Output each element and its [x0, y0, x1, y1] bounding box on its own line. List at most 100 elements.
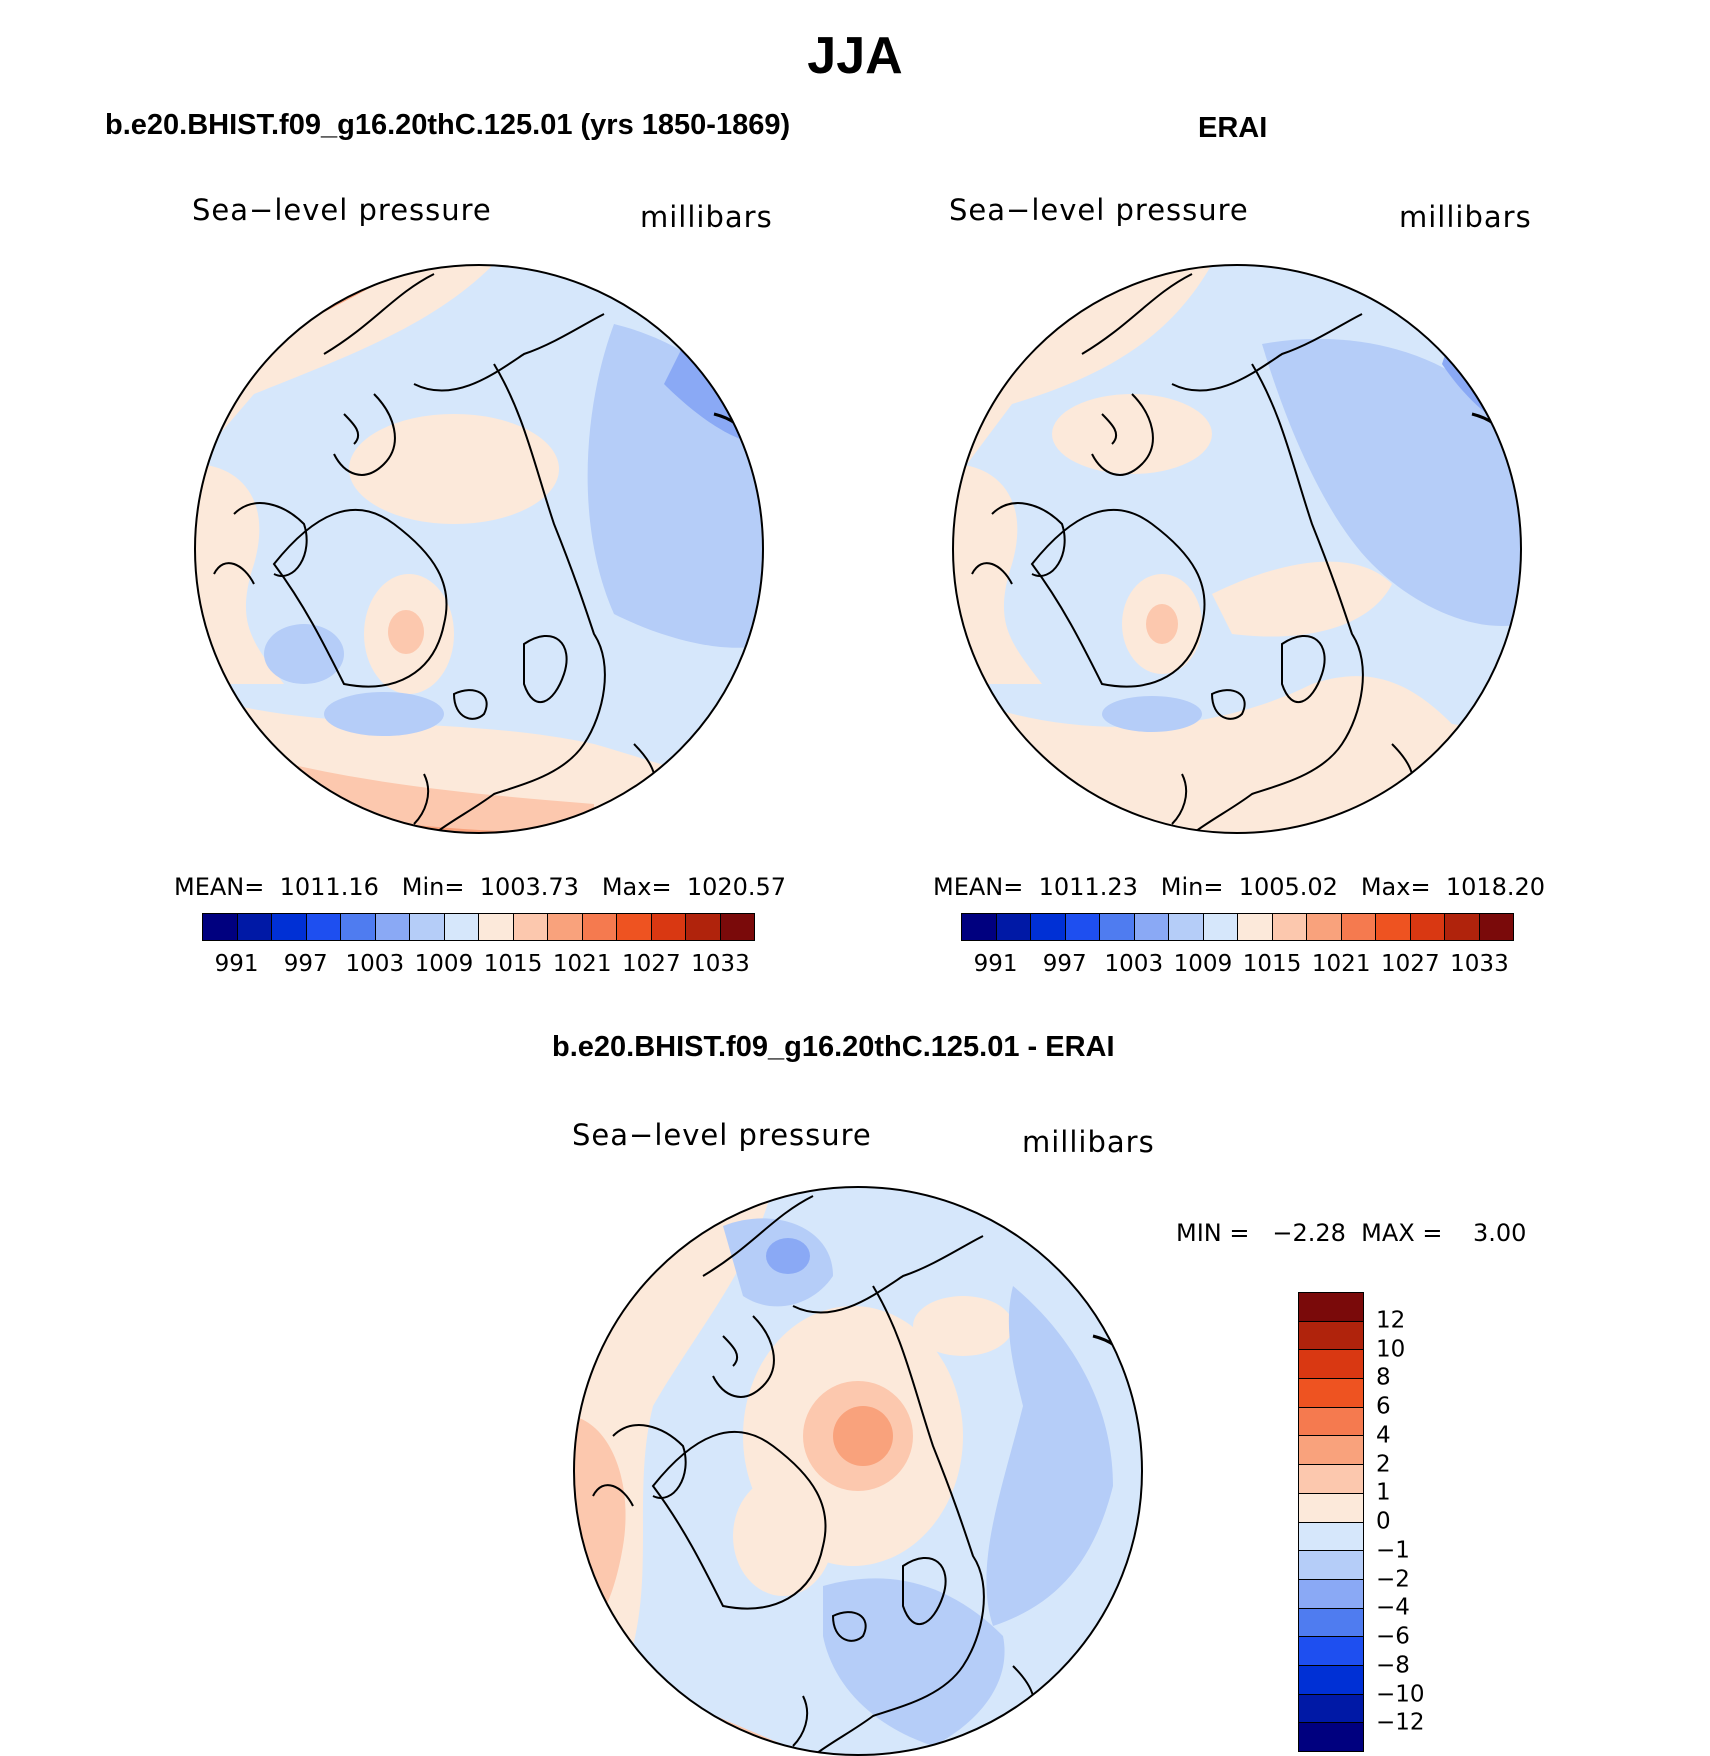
colorbar-swatch	[410, 914, 445, 940]
colorbar-swatch	[1445, 914, 1480, 940]
warm-greenland	[733, 1476, 833, 1596]
colorbar-swatch	[686, 914, 721, 940]
colorbar-tick-label: 1027	[1381, 951, 1440, 977]
colorbar-tick-label: 2	[1376, 1451, 1391, 1477]
coastline-4	[1191, 363, 1364, 833]
colorbar-swatch	[720, 914, 754, 940]
colorbar-swatch	[1100, 914, 1135, 940]
colorbar-tick-label: −8	[1376, 1652, 1410, 1679]
obs-polar-map	[952, 264, 1522, 834]
greenland-high-core	[1146, 604, 1178, 644]
colorbar-tick-label: 1003	[345, 951, 405, 977]
colorbar-tick-label: 1009	[414, 951, 474, 977]
colorbar-swatch	[1299, 1465, 1363, 1494]
colorbar-swatch	[203, 914, 238, 940]
low-hudson	[264, 624, 344, 684]
model-colorbar	[202, 913, 755, 941]
diff-colorbar	[1298, 1292, 1364, 1752]
diff-polar-map	[573, 1186, 1143, 1756]
colorbar-swatch	[1299, 1637, 1363, 1666]
warm-center-core	[833, 1406, 893, 1466]
colorbar-swatch	[1299, 1551, 1363, 1580]
diff-units-label: millibars	[1022, 1125, 1155, 1159]
obs-variable-label: Sea−level pressure	[949, 193, 1249, 227]
colorbar-tick-label: −6	[1376, 1623, 1410, 1650]
colorbar-swatch	[1065, 914, 1100, 940]
coastline-5	[452, 634, 568, 720]
colorbar-swatch	[1031, 914, 1066, 940]
colorbar-tick-label: 997	[283, 951, 328, 977]
colorbar-tick-label: 997	[1042, 951, 1087, 977]
low-iceland	[1102, 696, 1202, 732]
greenland-high-core	[388, 610, 424, 654]
arctic-high	[1052, 394, 1212, 474]
colorbar-swatch	[1341, 914, 1376, 940]
coastline-3	[592, 1424, 687, 1507]
cool-east	[986, 1286, 1113, 1626]
colorbar-swatch	[617, 914, 652, 940]
coastline-1	[1081, 273, 1363, 392]
colorbar-tick-label: 0	[1376, 1508, 1391, 1535]
coastline-4	[812, 1285, 985, 1755]
warm-band-left	[953, 464, 1042, 684]
cool-north-core	[766, 1238, 810, 1274]
colorbar-tick-label: −12	[1376, 1709, 1425, 1736]
colorbar-swatch	[306, 914, 341, 940]
colorbar-swatch	[1299, 1665, 1363, 1695]
diff-stats: MIN = −2.28 MAX = 3.00	[1176, 1219, 1527, 1247]
colorbar-swatch	[1410, 914, 1445, 940]
colorbar-swatch	[375, 914, 410, 940]
colorbar-tick-label: 991	[214, 951, 259, 977]
colorbar-swatch	[1299, 1350, 1363, 1380]
colorbar-swatch	[1299, 1379, 1363, 1408]
colorbar-swatch	[548, 914, 583, 940]
colorbar-tick-label: −1	[1376, 1537, 1410, 1564]
colorbar-tick-label: 1015	[1242, 951, 1302, 977]
colorbar-swatch	[1307, 914, 1342, 940]
coastline-6	[333, 393, 396, 476]
colorbar-swatch	[1479, 914, 1513, 940]
obs-units-label: millibars	[1399, 200, 1532, 234]
coastline-1	[323, 273, 605, 392]
colorbar-swatch	[1299, 1436, 1363, 1466]
colorbar-swatch	[1299, 1694, 1363, 1724]
colorbar-tick-label: 6	[1376, 1393, 1391, 1420]
colorbar-swatch	[1272, 914, 1307, 940]
colorbar-swatch	[582, 914, 617, 940]
model-stats: MEAN= 1011.16 Min= 1003.73 Max= 1020.57	[174, 873, 787, 901]
low-iceland	[324, 692, 444, 736]
diff-variable-label: Sea−level pressure	[572, 1118, 872, 1152]
colorbar-tick-label: 1003	[1104, 951, 1164, 977]
colorbar-tick-label: −10	[1376, 1681, 1425, 1707]
coastline-1	[702, 1195, 984, 1314]
colorbar-tick-label: 1027	[622, 951, 681, 977]
model-colorbar-labels: 991 997 1003 1009 1015 1021 1027 1033	[202, 953, 755, 981]
warm-northeast	[913, 1296, 1013, 1356]
coastline-2	[651, 1430, 827, 1610]
colorbar-swatch	[1299, 1579, 1363, 1609]
colorbar-swatch	[962, 914, 997, 940]
colorbar-tick-label: 10	[1376, 1336, 1406, 1362]
coastline-5	[831, 1556, 947, 1642]
colorbar-swatch	[1203, 914, 1238, 940]
colorbar-tick-label: 8	[1376, 1364, 1391, 1391]
colorbar-tick-label: 1033	[691, 951, 750, 977]
colorbar-swatch	[341, 914, 376, 940]
colorbar-swatch	[1299, 1608, 1363, 1638]
colorbar-swatch	[1299, 1293, 1363, 1322]
coastline-5	[1210, 634, 1326, 720]
coastline-3	[971, 502, 1066, 585]
colorbar-tick-label: −4	[1376, 1594, 1410, 1621]
colorbar-tick-label: 1021	[1311, 951, 1371, 977]
colorbar-tick-label: 4	[1376, 1422, 1391, 1449]
colorbar-swatch	[1299, 1723, 1363, 1751]
colorbar-swatch	[513, 914, 548, 940]
warm-band-left	[195, 464, 284, 684]
colorbar-tick-label: 991	[973, 951, 1018, 977]
colorbar-tick-label: 1	[1376, 1479, 1391, 1506]
colorbar-tick-label: 1021	[552, 951, 612, 977]
coastline-6	[712, 1315, 775, 1398]
colorbar-swatch	[1299, 1493, 1363, 1523]
obs-colorbar-labels: 991 997 1003 1009 1015 1021 1027 1033	[961, 953, 1514, 981]
colorbar-swatch	[1376, 914, 1411, 940]
